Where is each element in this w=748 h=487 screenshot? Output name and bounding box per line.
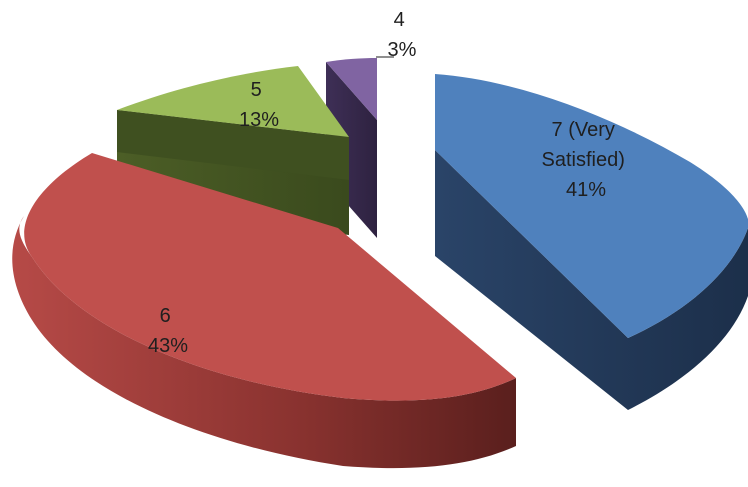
pie-slice-7-very-satisfied	[435, 74, 748, 338]
slice-7-label-line-1: 7 (Very	[552, 119, 615, 141]
pie-slice-5-side-top	[117, 110, 349, 180]
slice-6-label-percent: 43%	[148, 335, 188, 357]
pie-slice-5	[117, 66, 349, 137]
slice-4-label: 4 3%	[388, 9, 417, 61]
slice-6-label: 6 43%	[148, 305, 188, 357]
slice-5-label-line-1: 5	[251, 79, 262, 101]
pie-slice-6-side	[12, 216, 517, 469]
slice-7-label-percent: 41%	[566, 179, 606, 201]
slice-5-label-percent: 13%	[239, 109, 279, 131]
slice-7-label: 7 (Very Satisfied) 41%	[542, 119, 631, 201]
slice-5-label: 5 13%	[239, 79, 279, 131]
slice-7-label-line-2: Satisfied)	[542, 149, 625, 171]
slice-6-label-line-1: 6	[160, 305, 171, 327]
pie-slice-4	[326, 58, 377, 120]
slice-4-label-percent: 3%	[388, 39, 417, 61]
pie-slice-6	[24, 153, 517, 401]
slice-4-label-line-1: 4	[394, 9, 405, 31]
pie-slice-7-very-satisfied-side	[435, 150, 748, 410]
